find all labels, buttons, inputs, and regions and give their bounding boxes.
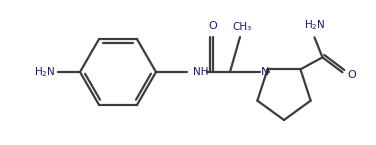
Text: O: O xyxy=(347,70,356,80)
Text: O: O xyxy=(209,21,217,31)
Text: CH₃: CH₃ xyxy=(232,22,252,32)
Text: H$_2$N: H$_2$N xyxy=(35,65,56,79)
Text: NH: NH xyxy=(193,67,209,77)
Text: H$_2$N: H$_2$N xyxy=(304,19,325,32)
Text: N: N xyxy=(261,67,269,77)
